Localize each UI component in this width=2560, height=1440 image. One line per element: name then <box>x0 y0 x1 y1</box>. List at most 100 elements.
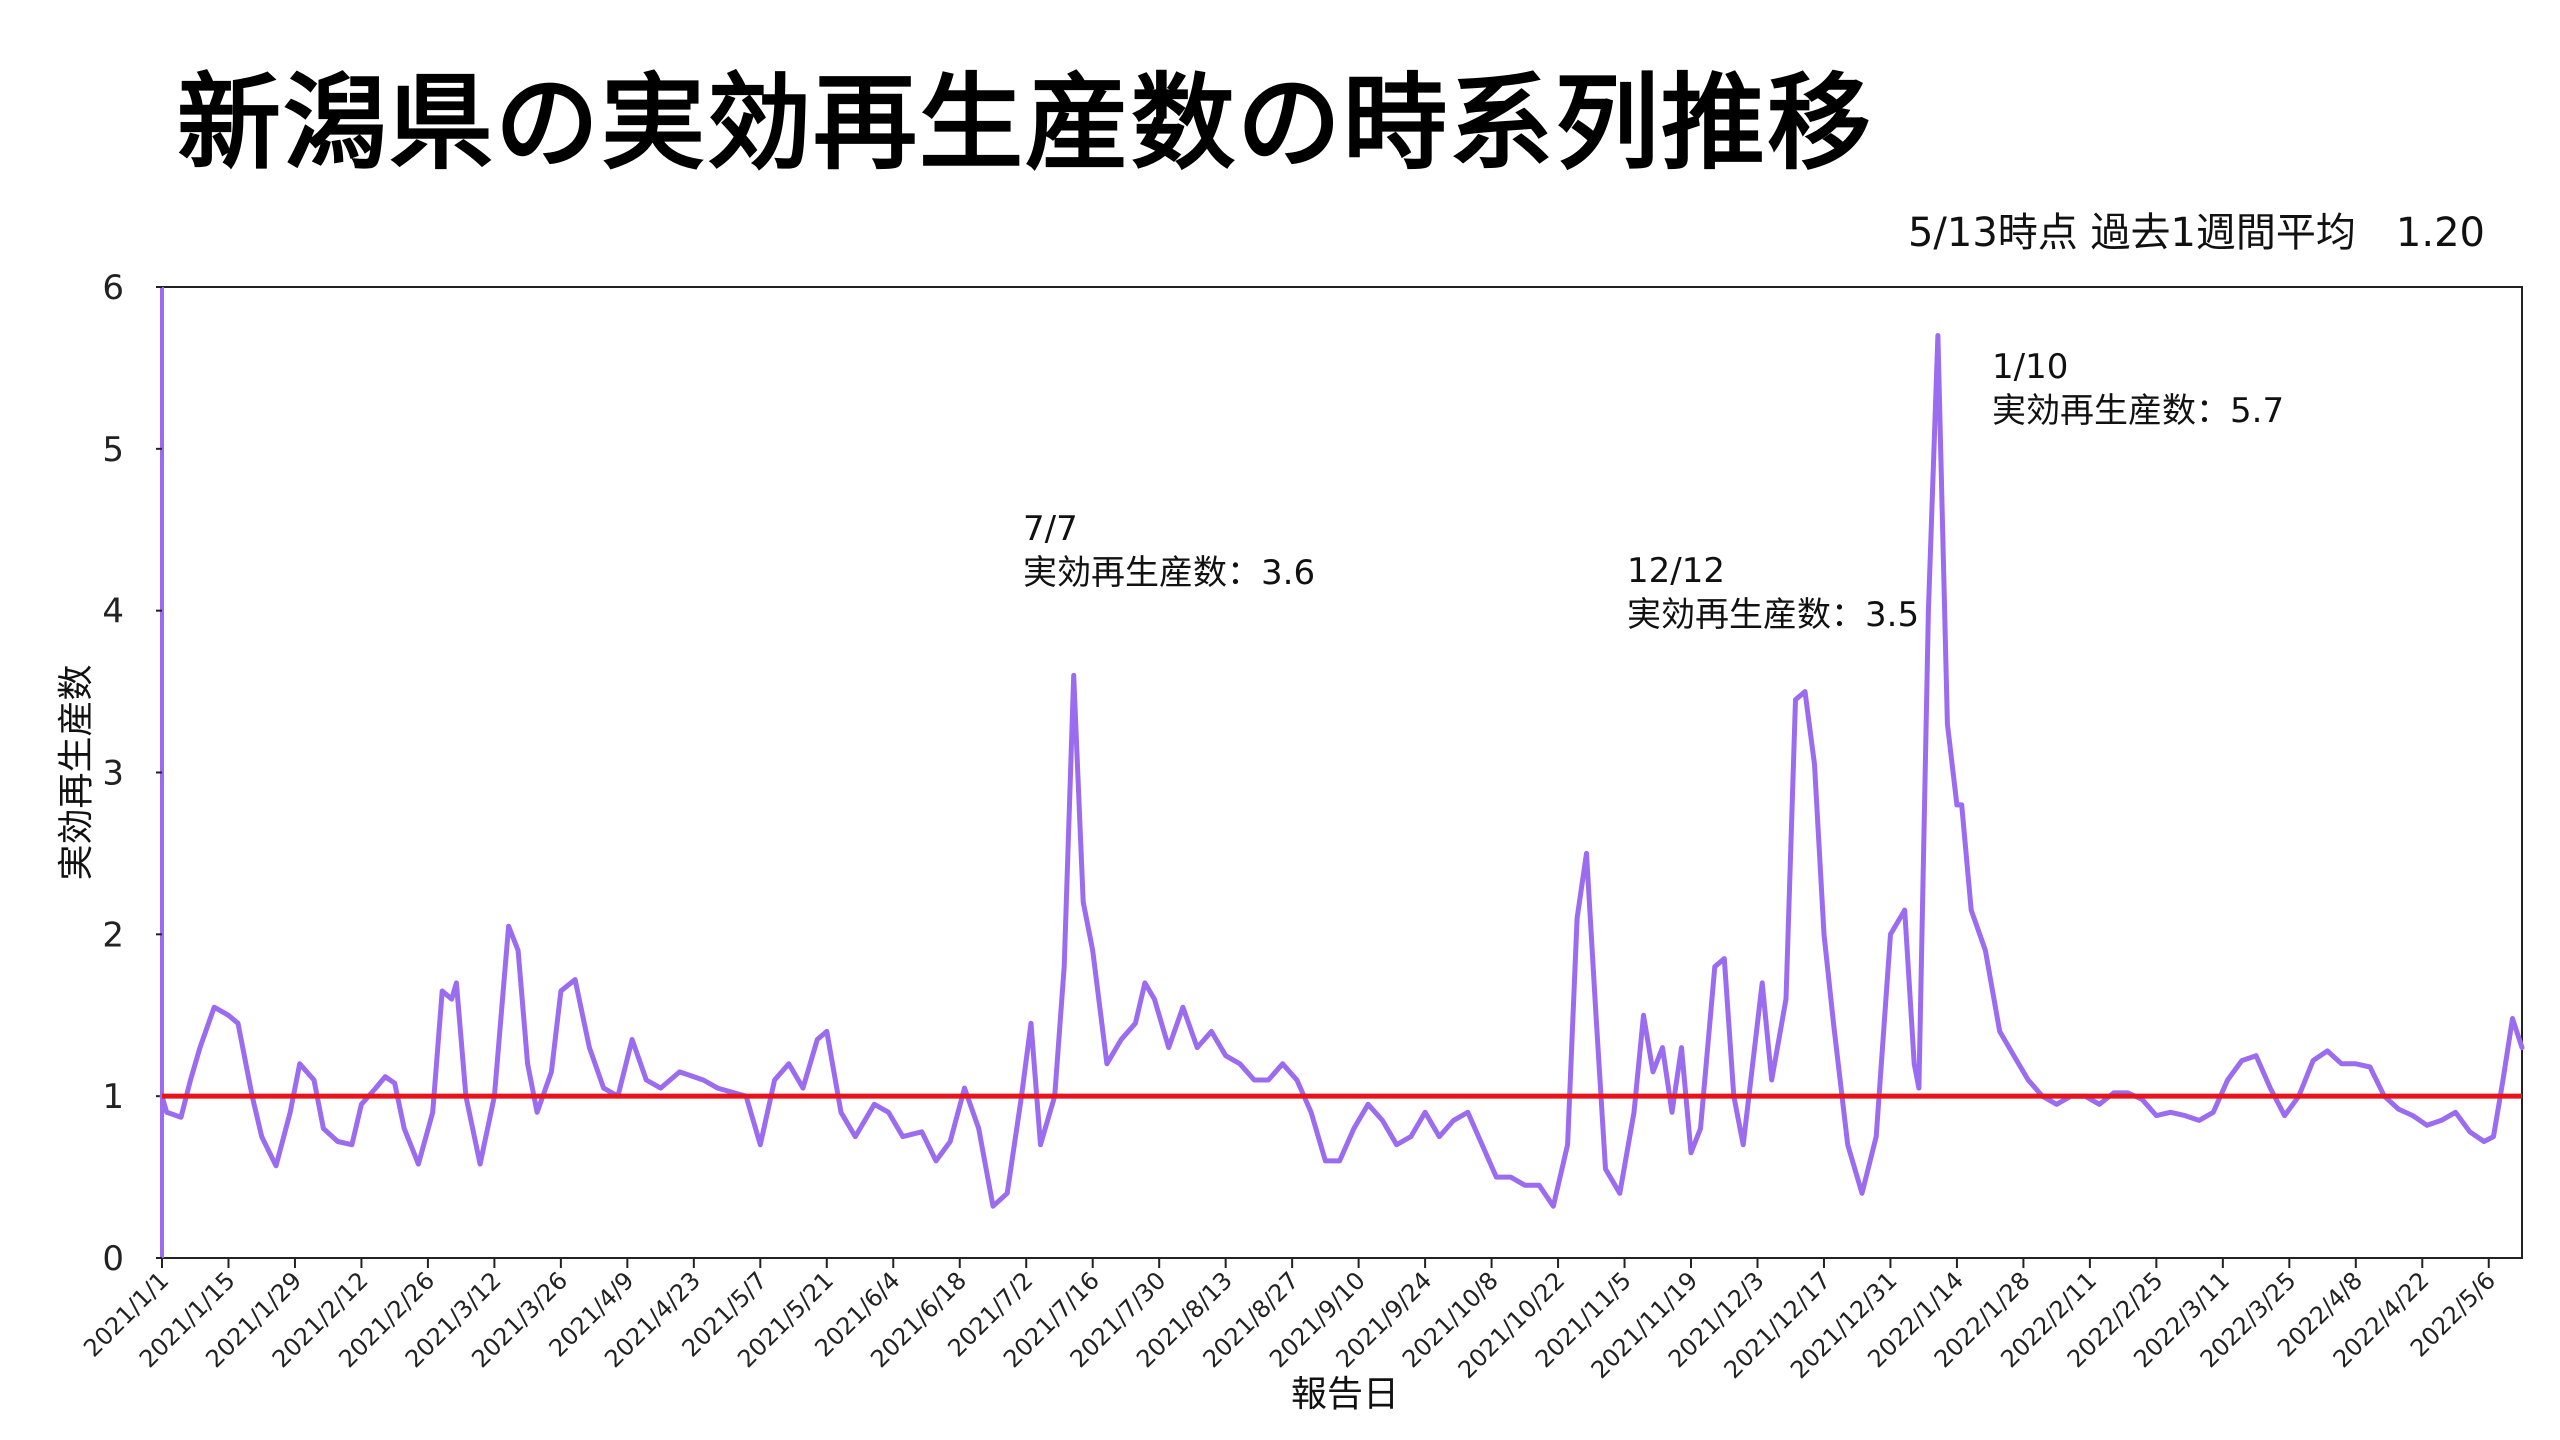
data-point <box>1661 1046 1664 1050</box>
y-axis-ticks: 0 1 2 3 4 5 6 <box>102 268 162 1279</box>
data-point <box>1670 1110 1674 1114</box>
data-point <box>2169 1110 2173 1114</box>
data-point <box>644 1078 648 1082</box>
data-point <box>312 1078 316 1082</box>
data-point <box>2425 1123 2429 1127</box>
data-point <box>450 997 454 1001</box>
annotation-date: 12/12 <box>1627 551 1725 591</box>
data-point <box>1005 1191 1009 1195</box>
y-tick-label: 6 <box>102 268 124 308</box>
data-point <box>716 1086 720 1090</box>
data-point <box>587 1046 591 1050</box>
y-tick-label: 4 <box>102 592 124 632</box>
data-point <box>1072 673 1076 677</box>
data-point <box>2368 1065 2372 1069</box>
data-point <box>1452 1118 1456 1122</box>
data-point <box>549 1070 553 1074</box>
data-point <box>1167 1046 1171 1050</box>
data-point <box>1224 1054 1228 1058</box>
data-point <box>1822 932 1826 936</box>
data-point <box>934 1159 938 1163</box>
data-point <box>1751 1062 1755 1066</box>
annotation-date: 7/7 <box>1023 509 1078 549</box>
data-point <box>1133 1021 1137 1025</box>
series-layer <box>159 333 2525 1209</box>
data-point <box>179 1115 183 1119</box>
data-point <box>416 1162 420 1166</box>
data-point <box>1043 1127 1047 1130</box>
data-point <box>2055 1102 2059 1106</box>
data-point <box>1784 997 1788 1001</box>
data-point <box>2354 1062 2358 1066</box>
data-point <box>478 1162 482 1166</box>
data-point <box>212 1005 216 1009</box>
data-point <box>1395 1143 1399 1147</box>
data-point <box>1689 1151 1693 1155</box>
data-point <box>1238 1062 1242 1066</box>
y-tick-label: 5 <box>102 430 124 470</box>
data-point <box>260 1135 264 1139</box>
data-point <box>815 1038 819 1041</box>
data-point <box>839 1110 843 1114</box>
chart-subtitle: 5/13時点 過去1週間平均 1.20 <box>1907 210 2485 256</box>
data-point <box>1618 1191 1622 1195</box>
data-point <box>1437 1135 1441 1139</box>
data-point <box>1119 1038 1123 1041</box>
data-point <box>1794 698 1797 702</box>
data-point <box>1770 1078 1774 1082</box>
data-point <box>374 1086 378 1090</box>
data-point <box>535 1110 539 1114</box>
data-point <box>758 1143 762 1147</box>
data-point <box>2012 1054 2016 1058</box>
data-point <box>1955 803 1959 807</box>
data-point <box>1480 1143 1484 1147</box>
x-axis-ticks: 2021/1/12021/1/152021/1/292021/2/122021/… <box>78 1258 2501 1384</box>
data-point <box>1903 908 1907 912</box>
data-point <box>274 1164 278 1168</box>
series-line <box>159 333 2525 1209</box>
data-point <box>1105 1062 1109 1066</box>
y-axis-label: 実効再生産数 <box>56 664 97 880</box>
data-point <box>2411 1114 2415 1118</box>
data-point <box>1926 609 1930 613</box>
data-point <box>872 1102 876 1106</box>
annotation-value: 実効再生産数：5.7 <box>1992 391 2284 431</box>
data-point <box>659 1086 663 1090</box>
data-point <box>402 1127 406 1130</box>
annotation-value: 実効再生産数：3.6 <box>1023 553 1315 593</box>
data-point <box>336 1140 340 1143</box>
data-point <box>1566 1143 1570 1147</box>
data-point <box>1680 1046 1683 1050</box>
data-point <box>1832 1021 1835 1025</box>
data-point <box>1281 1062 1285 1066</box>
data-point <box>1575 916 1579 920</box>
data-point <box>2240 1059 2244 1063</box>
data-point <box>1029 1021 1033 1025</box>
data-point <box>516 949 520 952</box>
data-point <box>431 1110 435 1114</box>
data-point <box>1860 1191 1864 1195</box>
data-point <box>602 1086 606 1090</box>
y-tick-label: 1 <box>102 1077 124 1117</box>
data-point <box>1509 1175 1513 1179</box>
y-tick-label: 3 <box>102 754 124 794</box>
data-point <box>901 1135 905 1139</box>
data-point <box>773 1078 777 1082</box>
data-point <box>2283 1114 2287 1118</box>
data-point <box>288 1110 292 1114</box>
data-point <box>991 1204 995 1208</box>
data-point <box>189 1078 192 1082</box>
annotation-date: 1/10 <box>1992 347 2068 387</box>
data-point <box>2112 1091 2116 1095</box>
data-point <box>1380 1118 1384 1122</box>
data-point <box>2254 1054 2258 1058</box>
data-point <box>1969 908 1973 912</box>
data-point <box>1366 1102 1370 1106</box>
data-point <box>963 1086 966 1090</box>
data-point <box>383 1075 387 1079</box>
data-point <box>801 1086 805 1090</box>
data-point <box>1195 1046 1199 1050</box>
data-point <box>2097 1102 2101 1106</box>
data-point <box>1039 1143 1042 1147</box>
data-point <box>1813 762 1816 766</box>
